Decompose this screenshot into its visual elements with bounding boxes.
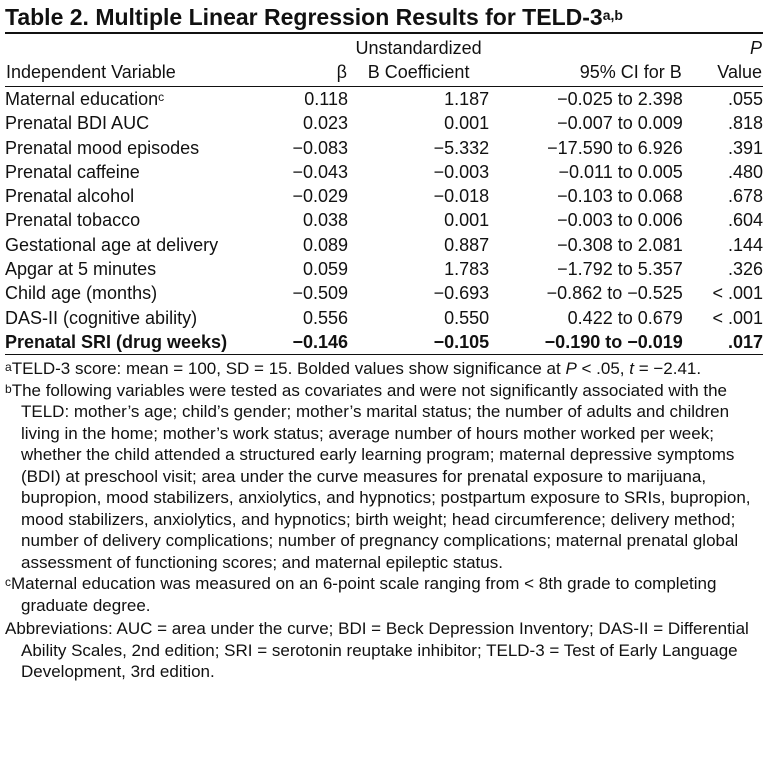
cell-coefficient: 0.001 — [444, 210, 490, 231]
cell-variable: Prenatal alcohol — [5, 186, 135, 207]
footnote-a-mark: a — [5, 360, 12, 375]
cell-beta: 0.118 — [304, 89, 348, 109]
table-row: Child age (months) −0.509 −0.693 −0.862 to … — [5, 281, 763, 305]
table-row: Prenatal SRI (drug weeks) −0.146 −0.105 −0.… — [5, 330, 763, 354]
cell-ci: −1.792 to 5.357 — [557, 259, 683, 280]
cell-coefficient: 0.001 — [444, 113, 490, 134]
table-notes: aTELD-3 score: mean = 100, SD = 15. Bold… — [5, 358, 763, 683]
header-rule — [5, 86, 763, 87]
table-row: Prenatal tobacco 0.038 0.001 −0.003 to 0.00… — [5, 208, 763, 232]
footnote-b-mark: b — [5, 381, 12, 396]
table-row: Gestational age at delivery 0.089 0.887 −0.… — [5, 233, 763, 257]
table-title-text: Table 2. Multiple Linear Regression Resu… — [5, 4, 603, 30]
cell-ci: −0.007 to 0.009 — [557, 113, 683, 134]
footnote-marker: c — [158, 90, 165, 104]
header-coefficient: Unstandardized B Coefficient — [348, 34, 489, 86]
header-p-line1: P — [749, 38, 762, 58]
header-coefficient-line2: B Coefficient — [367, 62, 470, 82]
cell-beta: 0.038 — [302, 210, 348, 231]
cell-beta: −0.043 — [292, 161, 348, 182]
header-coefficient-line1: Unstandardized — [355, 38, 482, 58]
header-variable: Independent Variable — [6, 62, 176, 82]
cell-beta: 0.089 — [302, 234, 348, 255]
cell-variable: DAS-II (cognitive ability) — [5, 307, 198, 328]
cell-ci: −0.862 to −0.525 — [546, 283, 683, 304]
cell-ci: 0.422 to 0.679 — [567, 307, 683, 328]
cell-coefficient: −0.018 — [433, 186, 490, 207]
cell-coefficient: 0.887 — [444, 234, 490, 255]
cell-ci: −0.025 to 2.398 — [557, 89, 683, 109]
cell-variable: Prenatal mood episodes — [5, 137, 200, 158]
cell-variable: Gestational age at delivery — [5, 234, 219, 255]
cell-variable: Prenatal caffeine — [5, 161, 140, 182]
cell-coefficient: 1.783 — [444, 259, 490, 280]
cell-variable: Maternal educationc — [5, 89, 165, 109]
footnote-c: cMaternal education was measured on an 6… — [5, 573, 763, 616]
cell-ci: −0.190 to −0.019 — [544, 331, 683, 352]
table-row: DAS-II (cognitive ability) 0.556 0.550 0.42… — [5, 306, 763, 330]
cell-p-value: < .001 — [712, 283, 763, 304]
cell-coefficient: −5.332 — [433, 137, 490, 158]
table-body: Maternal educationc 0.118 1.187 −0.025 to 2… — [5, 87, 763, 354]
header-beta: β — [336, 62, 347, 82]
cell-beta: 0.023 — [302, 113, 348, 134]
cell-beta: −0.083 — [292, 137, 348, 158]
cell-p-value: < .001 — [712, 307, 763, 328]
footnote-b-text: The following variables were tested as c… — [11, 380, 751, 572]
table-row: Prenatal mood episodes −0.083 −5.332 −17.59… — [5, 136, 763, 160]
table-row: Prenatal alcohol −0.029 −0.018 −0.103 to 0.… — [5, 184, 763, 208]
table-row: Apgar at 5 minutes 0.059 1.783 −1.792 to 5.… — [5, 257, 763, 281]
cell-ci: −0.308 to 2.081 — [557, 234, 683, 255]
cell-p-value: .144 — [727, 234, 763, 255]
abbreviations: Abbreviations: AUC = area under the curv… — [5, 619, 749, 682]
cell-coefficient: −0.003 — [433, 161, 490, 182]
cell-p-value: .391 — [727, 137, 763, 158]
cell-beta: 0.059 — [302, 259, 348, 280]
cell-ci: −0.103 to 0.068 — [557, 186, 683, 207]
table-row: Prenatal BDI AUC 0.023 0.001 −0.007 to 0.00… — [5, 111, 763, 135]
cell-coefficient: 1.187 — [444, 89, 490, 109]
footnote-a: aTELD-3 score: mean = 100, SD = 15. Bold… — [5, 359, 702, 379]
table-title-superscript: a,b — [602, 7, 623, 23]
table-container: Table 2. Multiple Linear Regression Resu… — [5, 0, 763, 683]
cell-p-value: .480 — [727, 161, 763, 182]
footnote-c-mark: c — [5, 575, 11, 590]
table-row: Prenatal caffeine −0.043 −0.003 −0.011 to 0… — [5, 160, 763, 184]
cell-variable: Prenatal BDI AUC — [5, 113, 150, 134]
cell-ci: −0.011 to 0.005 — [558, 161, 683, 182]
regression-table: Independent Variable β Unstandardized B … — [5, 34, 763, 354]
cell-p-value: .678 — [727, 186, 763, 207]
cell-ci: −17.590 to 6.926 — [547, 137, 683, 158]
cell-p-value: .055 — [727, 89, 763, 109]
bottom-rule — [5, 354, 763, 356]
cell-p-value: .818 — [727, 113, 763, 134]
cell-p-value: .017 — [727, 331, 763, 352]
cell-beta: −0.509 — [292, 283, 348, 304]
cell-p-value: .326 — [727, 259, 763, 280]
table-row: Maternal educationc 0.118 1.187 −0.025 to 2… — [5, 87, 763, 111]
cell-variable: Prenatal tobacco — [5, 210, 141, 231]
cell-p-value: .604 — [727, 210, 763, 231]
header-p-value: P Value — [683, 34, 763, 86]
cell-beta: −0.146 — [292, 331, 348, 352]
cell-beta: 0.556 — [302, 307, 348, 328]
cell-variable: Prenatal SRI (drug weeks) — [5, 331, 228, 352]
cell-beta: −0.029 — [292, 186, 348, 207]
cell-ci: −0.003 to 0.006 — [557, 210, 683, 231]
header-ci: 95% CI for B — [579, 62, 682, 82]
footnote-c-text: Maternal education was measured on an 6-… — [11, 574, 717, 615]
footnote-b: bThe following variables were tested as … — [5, 380, 763, 574]
cell-coefficient: 0.550 — [444, 307, 490, 328]
table-title: Table 2. Multiple Linear Regression Resu… — [5, 0, 763, 32]
header-p-line2: Value — [717, 62, 762, 82]
cell-variable: Child age (months) — [5, 283, 158, 304]
cell-variable: Apgar at 5 minutes — [5, 259, 157, 280]
header-row: Independent Variable β Unstandardized B … — [5, 34, 763, 86]
cell-coefficient: −0.693 — [433, 283, 490, 304]
top-rule — [5, 32, 763, 34]
cell-coefficient: −0.105 — [433, 331, 490, 352]
